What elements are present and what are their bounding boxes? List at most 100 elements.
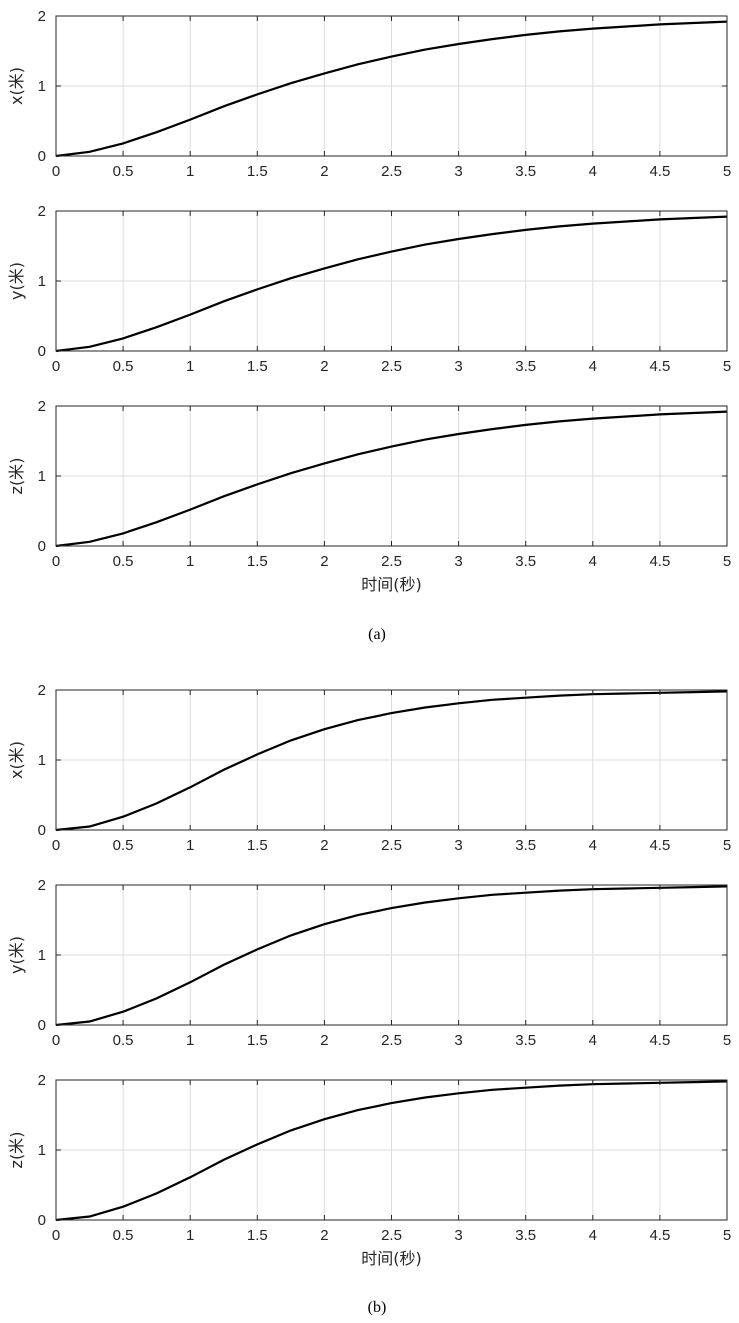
chart-panel-2: 0 0.5 1 1.5 2 2.5 3 3.5 4 4.5 5 0 1 2 y(米) <box>7 203 731 375</box>
x-tick-label: 2 <box>320 358 328 375</box>
x-tick-label: 1 <box>186 837 194 854</box>
x-tick-label: 1 <box>186 163 194 180</box>
x-tick-label: 3.5 <box>515 837 536 854</box>
y-tick-label: 2 <box>38 877 46 894</box>
x-tick-label: 5 <box>723 553 731 570</box>
x-tick-label: 0.5 <box>113 837 134 854</box>
x-tick-label: 0 <box>52 1227 60 1244</box>
x-tick-label: 2 <box>320 1032 328 1049</box>
x-tick-label: 2.5 <box>381 837 402 854</box>
x-tick-label: 2.5 <box>381 1032 402 1049</box>
x-axis-label: 时间(秒) <box>361 1249 422 1268</box>
x-tick-label: 3.5 <box>515 163 536 180</box>
series-line <box>55 215 728 353</box>
x-tick-label: 1.5 <box>247 163 268 180</box>
x-tick-label: 4.5 <box>649 358 670 375</box>
y-tick-label: 0 <box>38 822 46 839</box>
x-tick-label: 0.5 <box>113 1032 134 1049</box>
y-tick-label: 1 <box>38 273 46 290</box>
x-axis-label: 时间(秒) <box>361 575 422 594</box>
y-tick-label: 2 <box>38 203 46 220</box>
x-tick-label: 2 <box>320 553 328 570</box>
y-tick-label: 0 <box>38 148 46 165</box>
x-tick-label: 0 <box>52 163 60 180</box>
x-tick-label: 4.5 <box>649 837 670 854</box>
x-tick-label: 4 <box>589 553 597 570</box>
series-line <box>55 410 728 548</box>
x-tick-label: 0 <box>52 553 60 570</box>
series-line <box>55 1080 728 1222</box>
chart-panel-3: 0 0.5 1 1.5 2 2.5 3 3.5 4 4.5 5 0 1 2 z(米) 时间(秒) <box>7 398 731 594</box>
x-tick-label: 3.5 <box>515 1227 536 1244</box>
x-tick-label: 1.5 <box>247 358 268 375</box>
x-tick-label: 3.5 <box>515 553 536 570</box>
x-tick-label: 4 <box>589 1032 597 1049</box>
x-tick-label: 1 <box>186 553 194 570</box>
x-tick-label: 0.5 <box>113 358 134 375</box>
x-tick-label: 5 <box>723 1032 731 1049</box>
chart-panel-5: 0 0.5 1 1.5 2 2.5 3 3.5 4 4.5 5 0 1 2 y(米) <box>7 877 731 1049</box>
x-tick-label: 2.5 <box>381 1227 402 1244</box>
x-tick-label: 4 <box>589 163 597 180</box>
series-line <box>55 20 728 158</box>
x-tick-label: 5 <box>723 358 731 375</box>
x-tick-label: 2 <box>320 837 328 854</box>
x-tick-label: 2 <box>320 163 328 180</box>
x-tick-label: 2 <box>320 1227 328 1244</box>
x-tick-label: 1 <box>186 1032 194 1049</box>
y-tick-label: 2 <box>38 1072 46 1089</box>
y-tick-label: 0 <box>38 1017 46 1034</box>
x-tick-label: 4.5 <box>649 1227 670 1244</box>
x-tick-label: 3 <box>454 358 462 375</box>
y-tick-label: 0 <box>38 538 46 555</box>
x-tick-label: 0 <box>52 358 60 375</box>
x-tick-label: 4.5 <box>649 553 670 570</box>
y-tick-label: 1 <box>38 468 46 485</box>
y-tick-label: 2 <box>38 8 46 25</box>
panels: 0 0.5 1 1.5 2 2.5 3 3.5 4 4.5 5 0 1 2 x(米) 0 0.5 1 1.5 2 2.5… <box>7 8 731 1268</box>
x-tick-label: 0.5 <box>113 163 134 180</box>
chart-panel-1: 0 0.5 1 1.5 2 2.5 3 3.5 4 4.5 5 0 1 2 x(米) <box>7 8 731 180</box>
x-tick-label: 3 <box>454 553 462 570</box>
y-tick-label: 1 <box>38 752 46 769</box>
y-tick-label: 2 <box>38 682 46 699</box>
x-tick-label: 3 <box>454 1227 462 1244</box>
x-tick-label: 4 <box>589 1227 597 1244</box>
y-tick-label: 1 <box>38 1142 46 1159</box>
x-tick-label: 0.5 <box>113 553 134 570</box>
series-line <box>55 690 728 832</box>
x-tick-label: 1.5 <box>247 553 268 570</box>
series-line <box>55 885 728 1027</box>
x-tick-label: 3 <box>454 837 462 854</box>
y-axis-label: y(米) <box>7 936 26 974</box>
x-tick-label: 1.5 <box>247 1227 268 1244</box>
y-tick-label: 0 <box>38 343 46 360</box>
caption-a: (a) <box>368 626 386 643</box>
y-axis-label: y(米) <box>7 262 26 300</box>
x-tick-label: 0.5 <box>113 1227 134 1244</box>
x-tick-label: 1 <box>186 1227 194 1244</box>
x-tick-label: 3 <box>454 163 462 180</box>
x-tick-label: 5 <box>723 837 731 854</box>
y-tick-label: 0 <box>38 1212 46 1229</box>
caption-b: (b) <box>368 1299 387 1316</box>
x-tick-label: 2.5 <box>381 553 402 570</box>
x-tick-label: 2.5 <box>381 163 402 180</box>
x-tick-label: 5 <box>723 1227 731 1244</box>
y-axis-label: z(米) <box>7 1132 26 1169</box>
y-tick-label: 1 <box>38 78 46 95</box>
chart-panel-6: 0 0.5 1 1.5 2 2.5 3 3.5 4 4.5 5 0 1 2 z(米) 时间(秒) <box>7 1072 731 1268</box>
x-tick-label: 3 <box>454 1032 462 1049</box>
x-tick-label: 0 <box>52 1032 60 1049</box>
y-axis-label: x(米) <box>7 67 26 105</box>
x-tick-label: 3.5 <box>515 1032 536 1049</box>
x-tick-label: 1 <box>186 358 194 375</box>
y-tick-label: 1 <box>38 947 46 964</box>
x-tick-label: 3.5 <box>515 358 536 375</box>
y-tick-label: 2 <box>38 398 46 415</box>
y-axis-label: x(米) <box>7 741 26 779</box>
x-tick-label: 4 <box>589 837 597 854</box>
x-tick-label: 2.5 <box>381 358 402 375</box>
